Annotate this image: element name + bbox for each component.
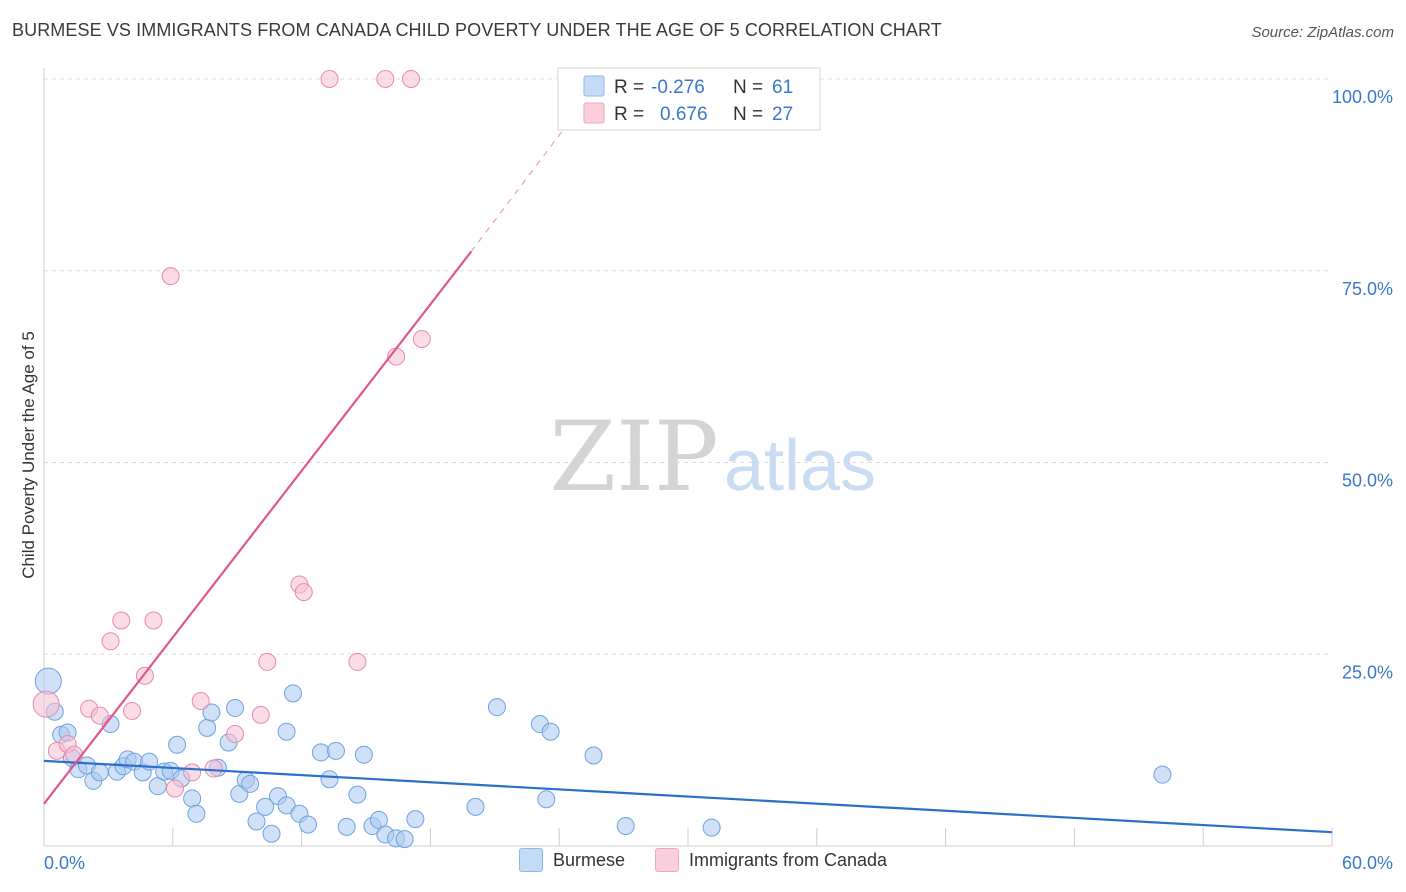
- grid-layer: [44, 78, 1332, 655]
- burmese-point: [262, 824, 281, 843]
- stats-r-value-burmese: -0.276: [651, 77, 705, 98]
- legend-label-burmese: Burmese: [552, 849, 625, 870]
- legend-item-burmese[interactable]: Burmese: [518, 848, 625, 872]
- tick-labels: 25.0% 50.0% 75.0% 100.0% 0.0% 60.0%: [44, 87, 1393, 873]
- burmese-point: [616, 817, 635, 836]
- burmese-point: [90, 763, 109, 782]
- canada-point: [402, 70, 421, 88]
- source-label: Source: ZipAtlas.com: [1251, 24, 1394, 41]
- stats-swatch-canada: [583, 102, 605, 124]
- legend-swatch-canada: [654, 848, 679, 872]
- burmese-point: [311, 743, 330, 762]
- legend-swatch-burmese: [518, 848, 543, 872]
- burmese-point: [584, 746, 603, 765]
- burmese-point: [466, 797, 485, 816]
- trend-layer: [43, 109, 1333, 834]
- burmese-point: [284, 684, 303, 703]
- watermark-zip: ZIP: [549, 401, 718, 513]
- y-tick-label: 100.0%: [1332, 87, 1393, 107]
- y-tick-label: 50.0%: [1342, 471, 1393, 491]
- burmese-trend-line: [43, 759, 1333, 834]
- canada-point: [320, 70, 339, 88]
- stats-r-label-burmese: R =: [614, 77, 644, 98]
- canada-point: [112, 611, 131, 630]
- burmese-point: [226, 698, 245, 717]
- canada-point: [376, 70, 395, 88]
- burmese-point: [168, 735, 187, 754]
- y-tick-label: 25.0%: [1342, 662, 1393, 682]
- legend-item-canada[interactable]: Immigrants from Canada: [654, 848, 888, 872]
- canada-point: [183, 763, 202, 782]
- burmese-point: [326, 741, 345, 760]
- burmese-point: [1153, 765, 1172, 784]
- burmese-point: [702, 818, 721, 837]
- canada-trend-line: [43, 250, 473, 805]
- watermark: ZIP atlas: [549, 401, 876, 513]
- canada-point: [251, 705, 270, 724]
- canada-point: [165, 779, 184, 798]
- watermark-atlas: atlas: [724, 426, 876, 506]
- y-axis-label: Child Poverty Under the Age of 5: [19, 331, 38, 579]
- x-tick-label: 0.0%: [44, 853, 85, 873]
- x-tick-label: 60.0%: [1342, 853, 1393, 873]
- stats-legend-box: R = -0.276 N = 61 R = 0.676 N = 27: [557, 67, 821, 131]
- canada-point: [101, 632, 120, 651]
- legend-label-canada: Immigrants from Canada: [688, 849, 888, 870]
- y-tick-label: 75.0%: [1342, 279, 1393, 299]
- canada-point: [258, 652, 277, 671]
- burmese-point: [299, 815, 318, 834]
- burmese-point: [337, 817, 356, 836]
- burmese-point: [354, 745, 373, 764]
- burmese-point: [247, 812, 266, 831]
- canada-point: [123, 702, 142, 721]
- burmese-point: [277, 796, 296, 815]
- canada-point: [161, 267, 180, 286]
- burmese-point: [187, 804, 206, 823]
- burmese-point: [348, 785, 367, 804]
- burmese-point: [487, 698, 506, 717]
- stats-n-value-canada: 27: [772, 104, 793, 125]
- chart-legend: Burmese Immigrants from Canada: [0, 848, 1406, 872]
- canada-point: [412, 330, 431, 349]
- canada-point: [144, 611, 163, 630]
- canada-point: [32, 690, 60, 718]
- canada-point: [348, 652, 367, 671]
- canada-point: [226, 725, 245, 744]
- canada-point: [65, 745, 84, 764]
- burmese-point: [183, 789, 202, 808]
- canada-point: [294, 583, 313, 602]
- burmese-point: [241, 774, 260, 793]
- stats-n-label-canada: N =: [733, 104, 763, 125]
- burmese-point: [198, 718, 217, 737]
- burmese-point: [256, 797, 275, 816]
- stats-n-label-burmese: N =: [733, 77, 763, 98]
- burmese-point: [406, 810, 425, 829]
- burmese-point: [34, 667, 62, 695]
- points-layer: [32, 70, 1172, 849]
- stats-n-value-burmese: 61: [772, 77, 793, 98]
- burmese-point: [202, 703, 221, 722]
- stats-r-value-canada: 0.676: [660, 104, 708, 125]
- canada-trend-extension: [470, 109, 579, 252]
- burmese-point: [537, 790, 556, 809]
- stats-r-label-canada: R =: [614, 104, 644, 125]
- burmese-point: [541, 722, 560, 741]
- burmese-point: [277, 722, 296, 741]
- stats-swatch-burmese: [583, 75, 605, 97]
- canada-point: [90, 706, 109, 725]
- canada-point: [204, 759, 223, 778]
- burmese-point: [395, 830, 414, 849]
- burmese-point: [320, 770, 339, 789]
- chart-title: BURMESE VS IMMIGRANTS FROM CANADA CHILD …: [12, 20, 942, 40]
- canada-point: [191, 692, 210, 711]
